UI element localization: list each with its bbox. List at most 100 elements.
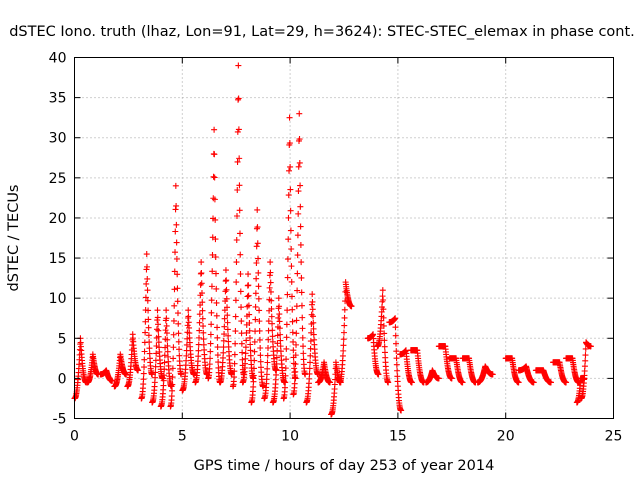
data-point [287,186,294,193]
data-point [163,315,170,322]
series-pass-24 [336,279,355,386]
series-pass-21 [303,291,322,406]
data-point [143,263,150,270]
data-point [341,314,348,321]
data-point [339,352,346,359]
data-point [273,354,280,361]
data-point [225,332,232,339]
data-point [293,330,300,337]
data-point [225,338,232,345]
data-point [219,354,226,361]
data-point [340,342,347,349]
data-point [252,316,259,323]
data-point [155,321,162,328]
data-point [160,372,167,379]
series-pass-7 [149,307,166,406]
data-point [246,327,253,334]
data-point [294,287,301,294]
data-point [341,322,348,329]
data-point [222,288,229,295]
data-point [172,228,179,235]
data-point [348,303,355,310]
data-point [142,329,149,336]
data-point [207,340,214,347]
data-point [155,339,162,346]
series-pass-9 [167,182,185,410]
data-point [214,344,221,351]
data-point [253,260,260,267]
data-point [245,292,252,299]
data-point [299,314,306,321]
data-point [236,182,243,189]
data-point [296,110,303,117]
data-point [265,344,272,351]
data-point [232,328,239,335]
y-axis: -5 0 5 10 15 20 25 30 35 40 [49,51,614,428]
series-pass-8 [157,307,175,410]
data-point [269,320,276,327]
data-point [243,337,250,344]
data-point [164,336,171,343]
data-point [267,269,274,276]
data-point [223,295,230,302]
data-point [145,332,152,339]
data-point [174,298,181,305]
series-pass-18 [269,295,288,406]
data-point [398,407,405,414]
data-point [197,281,204,288]
data-point [231,368,238,375]
data-point [238,304,245,311]
data-point [149,371,156,378]
data-point [530,379,537,386]
data-point [175,330,182,337]
data-point [253,243,260,250]
data-point [284,307,291,314]
data-point [169,381,176,388]
data-point [255,269,262,276]
data-point [221,331,228,338]
data-point [220,344,227,351]
data-point [144,287,151,294]
data-point [408,379,415,386]
data-point [172,249,179,256]
data-point [214,324,221,331]
data-point [256,336,263,343]
series-pass-6 [138,251,156,402]
data-point [265,318,272,325]
data-point [309,298,316,305]
data-point [251,348,258,355]
data-point [198,280,205,287]
plot-frame [74,57,614,419]
data-point [297,241,304,248]
data-point [273,366,280,373]
data-point [254,206,261,213]
x-axis-label: GPS time / hours of day 253 of year 2014 [194,458,495,474]
data-point [211,151,218,158]
y-tick-label: 40 [49,51,67,67]
data-point [307,338,314,345]
data-point [155,333,162,340]
data-point [160,377,167,384]
data-point [341,306,348,313]
data-point [392,315,399,322]
data-point [260,383,267,390]
series-pass-27 [386,315,405,414]
data-point [164,342,171,349]
data-point [143,280,150,287]
data-point [284,274,291,281]
data-point [285,214,292,221]
data-point [263,371,270,378]
series-pass-20 [290,110,309,398]
data-point [284,291,291,298]
data-point [276,303,283,310]
y-tick-label: 20 [49,211,67,227]
data-point [309,306,316,313]
data-point [340,347,347,354]
data-point [315,371,322,378]
data-point [231,374,238,381]
data-point [289,318,296,325]
data-point [563,379,570,386]
data-point [247,341,254,348]
data-point [250,378,257,385]
data-point [582,357,589,364]
